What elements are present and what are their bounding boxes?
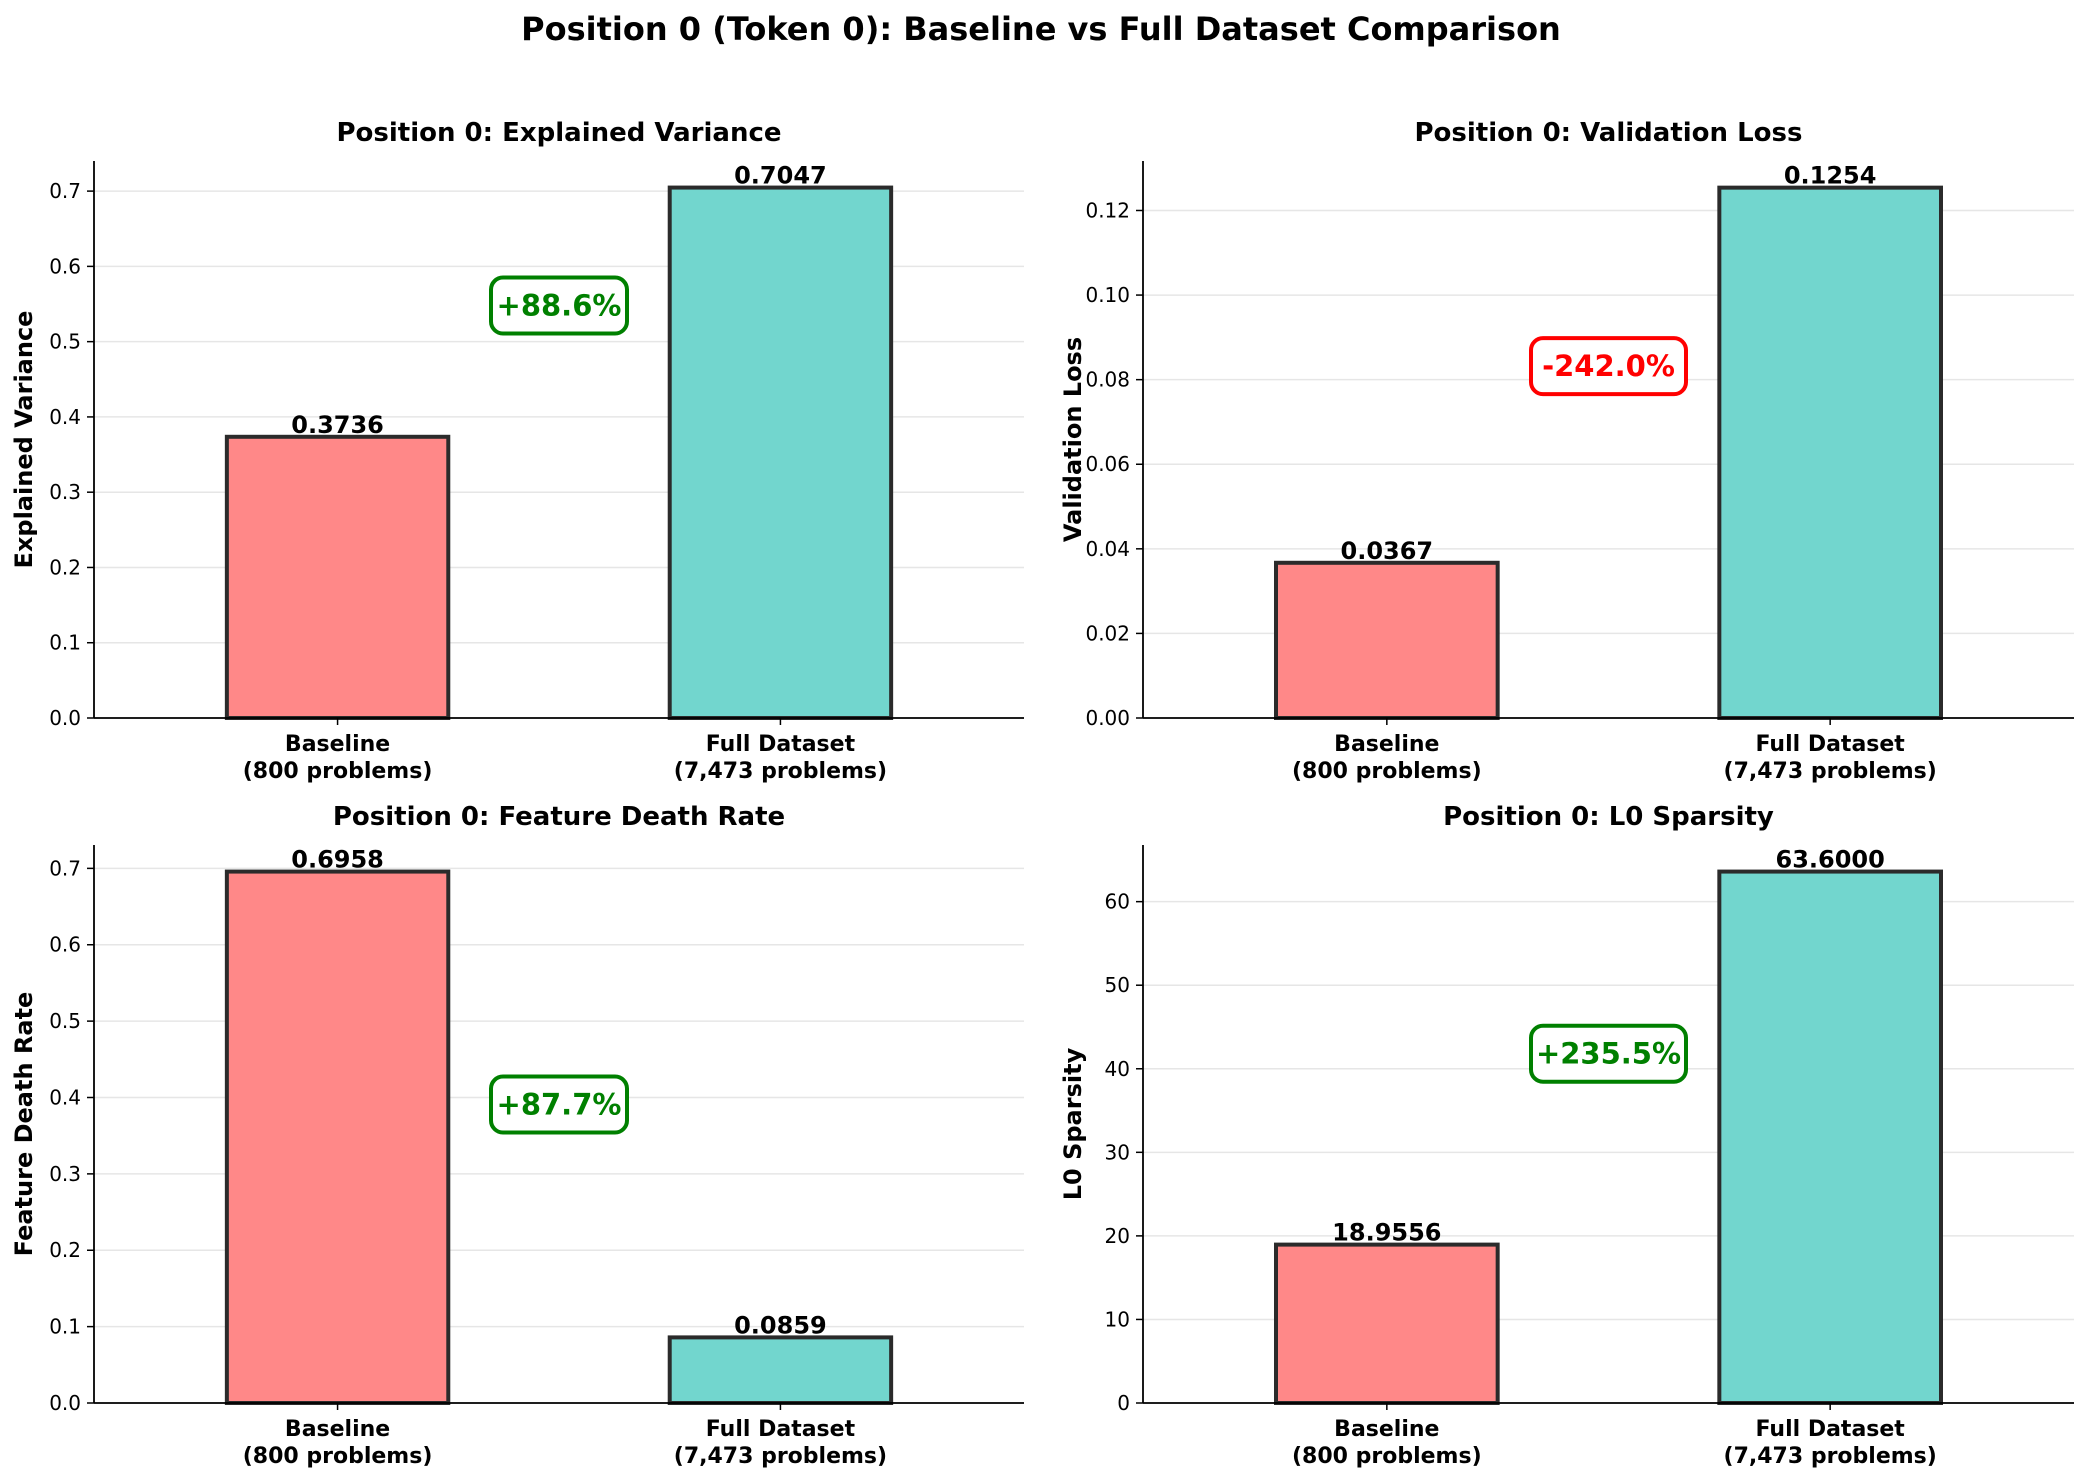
y-tick-label: 0 xyxy=(1117,1391,1130,1415)
y-axis-label: L0 Sparsity xyxy=(1059,1047,1087,1200)
y-tick-label: 20 xyxy=(1105,1224,1130,1248)
x-tick-label: Baseline (800 problems) xyxy=(243,732,433,784)
data-label: 0.7047 xyxy=(734,162,827,190)
bar-full-dataset xyxy=(667,1335,894,1406)
change-label: +235.5% xyxy=(1536,1037,1681,1071)
panel-title: Position 0: L0 Sparsity xyxy=(1443,802,1774,832)
y-tick-label: 0.2 xyxy=(49,1238,81,1262)
y-tick-label: 30 xyxy=(1105,1140,1130,1164)
x-tick-label: Full Dataset (7,473 problems) xyxy=(1724,732,1937,784)
x-tick-label: Full Dataset (7,473 problems) xyxy=(674,1417,887,1469)
data-label: 18.9556 xyxy=(1332,1219,1441,1247)
change-label: +87.7% xyxy=(497,1088,622,1122)
data-label: 0.1254 xyxy=(1784,162,1877,190)
y-tick-label: 60 xyxy=(1105,890,1130,914)
y-axis-label: Feature Death Rate xyxy=(10,992,38,1257)
x-tick-label: Baseline (800 problems) xyxy=(1292,732,1482,784)
change-badge xyxy=(489,1074,629,1135)
y-tick-label: 0.1 xyxy=(49,631,81,655)
y-tick-label: 0.12 xyxy=(1085,198,1130,222)
data-label: 0.0367 xyxy=(1341,537,1434,565)
chart-panel-2: 0.0367 0.1254 0.00 0.02 0.04 0.06 0.08 0.10 0.12… xyxy=(1059,118,2074,784)
panel-title: Position 0: Feature Death Rate xyxy=(333,802,785,832)
y-tick-label: 50 xyxy=(1105,973,1130,997)
y-tick-label: 0.0 xyxy=(49,706,81,730)
panel-title: Position 0: Validation Loss xyxy=(1415,118,1803,148)
chart-panel-3: 0.6958 0.0859 0.0 0.1 0.2 0.3 0.4 0.5 0.6 0.7 Base… xyxy=(10,802,1024,1469)
bar-full-dataset xyxy=(667,185,894,720)
x-tick-label: Full Dataset (7,473 problems) xyxy=(674,732,887,784)
y-tick-label: 0.0 xyxy=(49,1391,81,1415)
data-label: 0.3736 xyxy=(291,411,384,439)
y-tick-label: 0.7 xyxy=(49,856,81,880)
y-tick-label: 0.08 xyxy=(1085,368,1130,392)
bar-full-dataset xyxy=(1717,869,1944,1405)
bar-full-dataset xyxy=(1717,185,1944,720)
y-tick-label: 0.7 xyxy=(49,179,81,203)
y-tick-label: 10 xyxy=(1105,1307,1130,1331)
y-tick-label: 0.3 xyxy=(49,1162,81,1186)
y-tick-label: 0.02 xyxy=(1085,621,1130,645)
y-tick-label: 0.5 xyxy=(49,330,81,354)
y-tick-label: 0.06 xyxy=(1085,452,1130,476)
data-label: 63.6000 xyxy=(1776,846,1885,874)
change-label: -242.0% xyxy=(1542,349,1675,383)
y-tick-label: 0.4 xyxy=(49,1085,81,1109)
bar-baseline xyxy=(1274,1242,1500,1405)
x-tick-label: Baseline (800 problems) xyxy=(243,1417,433,1469)
x-tick-label: Baseline (800 problems) xyxy=(1292,1417,1482,1469)
panel-title: Position 0: Explained Variance xyxy=(336,118,781,148)
change-badge xyxy=(1529,1023,1688,1084)
y-tick-label: 40 xyxy=(1105,1057,1130,1081)
chart-panel-4: 18.9556 63.6000 0 10 20 30 40 50 60 Baseline (800 … xyxy=(1059,802,2074,1469)
data-label: 0.6958 xyxy=(291,846,384,874)
bar-baseline xyxy=(224,434,451,720)
y-tick-label: 0.6 xyxy=(49,933,81,957)
y-tick-label: 0.6 xyxy=(49,254,81,278)
change-label: +88.6% xyxy=(497,289,622,323)
y-axis-label: Explained Variance xyxy=(10,311,38,569)
chart-panel-1: 0.3736 0.7047 0.0 0.1 0.2 0.3 0.4 0.5 0.6 0.7 Base… xyxy=(10,118,1024,784)
bar-baseline xyxy=(1274,560,1500,720)
data-label: 0.0859 xyxy=(734,1311,827,1339)
y-tick-label: 0.4 xyxy=(49,405,81,429)
change-badge xyxy=(1529,336,1688,397)
x-tick-label: Full Dataset (7,473 problems) xyxy=(1724,1417,1937,1469)
y-axis-label: Validation Loss xyxy=(1059,337,1087,542)
y-tick-label: 0.2 xyxy=(49,555,81,579)
change-badge xyxy=(489,275,629,336)
bar-baseline xyxy=(224,869,451,1405)
figure-title: Position 0 (Token 0): Baseline vs Full D… xyxy=(521,10,1561,48)
y-tick-label: 0.00 xyxy=(1085,706,1130,730)
y-tick-label: 0.04 xyxy=(1085,537,1130,561)
y-tick-label: 0.5 xyxy=(49,1009,81,1033)
y-tick-label: 0.1 xyxy=(49,1315,81,1339)
y-tick-label: 0.3 xyxy=(49,480,81,504)
y-tick-label: 0.10 xyxy=(1085,283,1130,307)
